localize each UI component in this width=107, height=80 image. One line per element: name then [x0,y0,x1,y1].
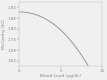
Y-axis label: McCarthy GCI: McCarthy GCI [2,19,6,49]
X-axis label: Blood Lead (µg/dL): Blood Lead (µg/dL) [40,74,81,78]
